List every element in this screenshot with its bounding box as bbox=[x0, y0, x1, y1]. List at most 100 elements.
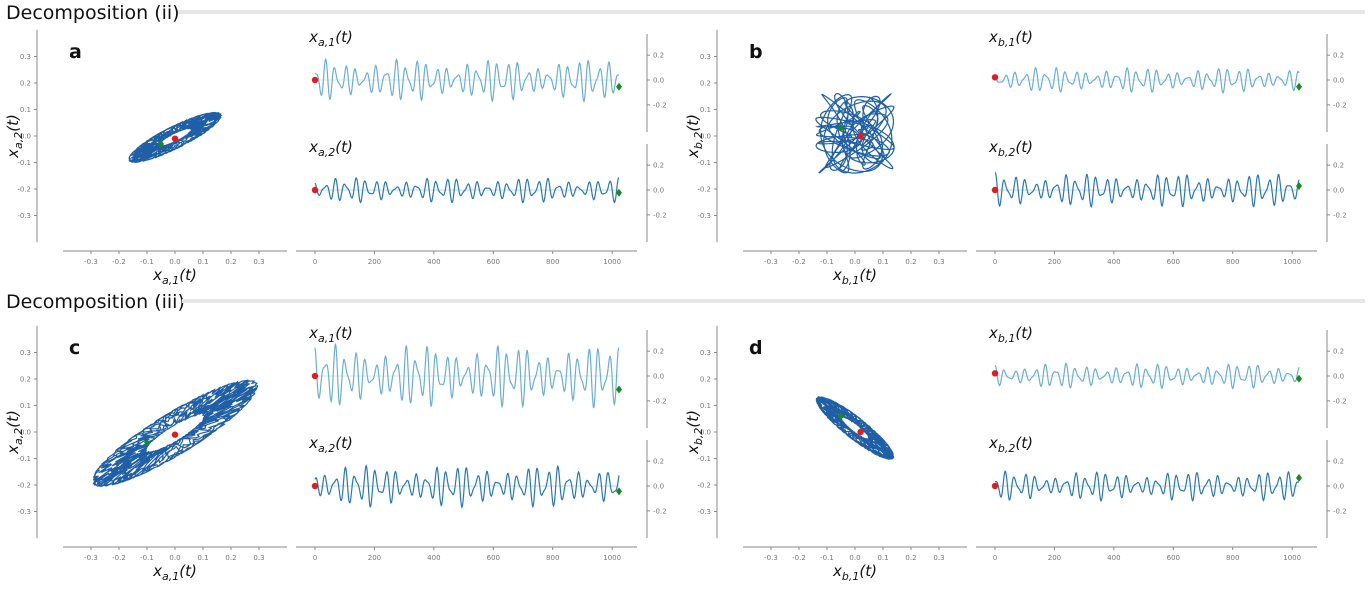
series-x-tick-label: 200 bbox=[368, 554, 381, 562]
phase-y-tick-label: 0.1 bbox=[700, 402, 711, 410]
series-y-tick-label: 0.0 bbox=[653, 77, 664, 85]
series-start-marker bbox=[991, 370, 999, 377]
phase-trajectory bbox=[92, 379, 259, 487]
section-header-ii: Decomposition (ii) bbox=[6, 2, 1365, 24]
series-y-tick-label: 0.0 bbox=[653, 187, 664, 195]
panel-letter: b bbox=[749, 41, 763, 63]
series-x-tick-label: 0 bbox=[313, 554, 317, 562]
phase-x-tick-label: -0.1 bbox=[820, 258, 834, 266]
series-2: xa,2(t) 0.2 0.0 -0.2 bbox=[308, 138, 667, 242]
phase-y-tick-label: -0.3 bbox=[697, 508, 711, 516]
panel-a: a-0.3 -0.2 -0.1 0.0 0.1 0.2 0.30.30.20.10.0-0.… bbox=[4, 28, 667, 287]
phase-y-tick-label: -0.3 bbox=[17, 212, 31, 220]
series-2: xb,2(t) 0.2 0.0 -0.2 bbox=[988, 138, 1347, 242]
phase-y-tick-label: 0.0 bbox=[20, 429, 31, 437]
series-x-tick-label: 400 bbox=[427, 554, 440, 562]
series-line bbox=[994, 172, 1300, 209]
phase-y-label: xa,2(t) bbox=[4, 410, 25, 455]
section-header-iii: Decomposition (iii) bbox=[6, 291, 1365, 313]
series-y-tick-label: -0.2 bbox=[1333, 211, 1347, 219]
phase-y-tick-label: -0.3 bbox=[697, 212, 711, 220]
phase-y-tick-label: -0.2 bbox=[697, 186, 711, 194]
series-y-tick-label: -0.2 bbox=[1333, 101, 1347, 109]
series-title: xa,1(t) bbox=[308, 28, 353, 49]
phase-y-tick-label: 0.3 bbox=[20, 53, 31, 61]
series-end-marker bbox=[1296, 374, 1302, 383]
phase-y-tick-label: -0.2 bbox=[697, 482, 711, 490]
panel-letter: c bbox=[69, 337, 80, 359]
panel-letter: a bbox=[69, 41, 82, 63]
panel-letter: d bbox=[749, 337, 763, 359]
phase-x-tick-label: 0.2 bbox=[905, 258, 916, 266]
phase-x-tick-label: -0.2 bbox=[112, 554, 126, 562]
series-title: xa,1(t) bbox=[308, 324, 353, 345]
phase-y-tick-label: 0.2 bbox=[20, 80, 31, 88]
phase-x-tick-label: 0.2 bbox=[225, 554, 236, 562]
time-series: xa,1(t) 0.2 0.0 -0.2 xa,2(t) 0.2 0.0 -0.2 0 200 40… bbox=[296, 324, 667, 562]
series-title: xb,1(t) bbox=[988, 324, 1033, 345]
series-y-tick-label: 0.0 bbox=[1333, 373, 1344, 381]
series-y-tick-label: -0.2 bbox=[653, 507, 667, 515]
phase-x-tick-label: 0.2 bbox=[225, 258, 236, 266]
phase-y-tick-label: -0.1 bbox=[697, 159, 711, 167]
phase-x-label: xa,1(t) bbox=[152, 562, 197, 583]
phase-x-tick-label: 0.1 bbox=[197, 554, 208, 562]
series-x-tick-label: 0 bbox=[993, 554, 997, 562]
panel-b: b-0.3 -0.2 -0.1 0.0 0.1 0.2 0.30.30.20.10.0-0.… bbox=[684, 28, 1347, 287]
phase-plot: -0.3 -0.2 -0.1 0.0 0.1 0.2 0.3 0.3 0.2 0.1 0.0 -0.1… bbox=[4, 30, 287, 287]
phase-x-tick-label: -0.1 bbox=[140, 258, 154, 266]
phase-x-tick-label: -0.3 bbox=[764, 554, 778, 562]
series-x-tick-label: 600 bbox=[487, 554, 500, 562]
series-x-tick-label: 600 bbox=[487, 258, 500, 266]
phase-plot: -0.3 -0.2 -0.1 0.0 0.1 0.2 0.3 0.3 0.2 0.1 0.0 -0.1… bbox=[4, 326, 287, 583]
phase-y-tick-label: 0.3 bbox=[20, 349, 31, 357]
phase-y-tick-label: -0.1 bbox=[697, 455, 711, 463]
phase-y-tick-label: 0.3 bbox=[700, 349, 711, 357]
phase-x-tick-label: 0.0 bbox=[849, 554, 860, 562]
series-title: xb,1(t) bbox=[988, 28, 1033, 49]
series-y-tick-label: 0.2 bbox=[1333, 458, 1344, 466]
phase-start-marker bbox=[171, 135, 179, 142]
series-line bbox=[314, 57, 620, 103]
series-start-marker bbox=[991, 186, 999, 194]
phase-plot: -0.3 -0.2 -0.1 0.0 0.1 0.2 0.3 0.3 0.2 0.1 0.0 -0.1… bbox=[684, 30, 967, 287]
series-x-tick-label: 0 bbox=[313, 258, 317, 266]
series-line bbox=[314, 177, 620, 204]
phase-x-tick-label: 0.1 bbox=[877, 554, 888, 562]
series-start-marker bbox=[991, 482, 999, 490]
series-x-tick-label: 400 bbox=[427, 258, 440, 266]
series-line bbox=[995, 470, 1300, 502]
phase-y-tick-label: 0.0 bbox=[700, 133, 711, 141]
phase-x-tick-label: 0.3 bbox=[933, 554, 944, 562]
series-end-marker bbox=[1296, 473, 1302, 482]
phase-trajectory bbox=[815, 395, 895, 460]
series-x-tick-label: 400 bbox=[1107, 554, 1120, 562]
phase-x-label: xa,1(t) bbox=[152, 266, 197, 287]
phase-y-tick-label: 0.0 bbox=[700, 429, 711, 437]
phase-end-marker bbox=[838, 412, 844, 421]
series-x-tick-label: 200 bbox=[368, 258, 381, 266]
series-title: xa,2(t) bbox=[308, 138, 353, 159]
phase-start-marker bbox=[857, 428, 864, 436]
phase-x-tick-label: -0.2 bbox=[112, 258, 126, 266]
phase-y-tick-label: 0.1 bbox=[20, 402, 31, 410]
series-y-tick-label: 0.2 bbox=[1333, 162, 1344, 170]
series-x-tick-label: 200 bbox=[1048, 554, 1061, 562]
series-y-tick-label: -0.2 bbox=[653, 101, 667, 109]
phase-plot: -0.3 -0.2 -0.1 0.0 0.1 0.2 0.3 0.3 0.2 0.1 0.0 -0.1… bbox=[684, 326, 967, 583]
series-y-tick-label: 0.0 bbox=[1333, 483, 1344, 491]
phase-x-tick-label: -0.3 bbox=[84, 554, 98, 562]
series-line bbox=[314, 464, 620, 509]
series-y-tick-label: -0.2 bbox=[653, 211, 667, 219]
series-y-tick-label: 0.0 bbox=[653, 483, 664, 491]
series-start-marker bbox=[311, 186, 319, 194]
series-title: xb,2(t) bbox=[988, 434, 1033, 455]
time-series: xb,1(t) 0.2 0.0 -0.2 xb,2(t) 0.2 0.0 -0.2 0 200 40… bbox=[976, 28, 1347, 266]
phase-x-tick-label: 0.1 bbox=[197, 258, 208, 266]
series-1: xb,1(t) 0.2 0.0 -0.2 bbox=[988, 28, 1347, 132]
series-y-tick-label: 0.2 bbox=[1333, 52, 1344, 60]
panel-c: c-0.3 -0.2 -0.1 0.0 0.1 0.2 0.30.30.20.10.0-0.… bbox=[4, 324, 667, 583]
phase-x-tick-label: 0.0 bbox=[169, 258, 180, 266]
series-x-tick-label: 0 bbox=[993, 258, 997, 266]
phase-trajectory bbox=[128, 111, 223, 164]
